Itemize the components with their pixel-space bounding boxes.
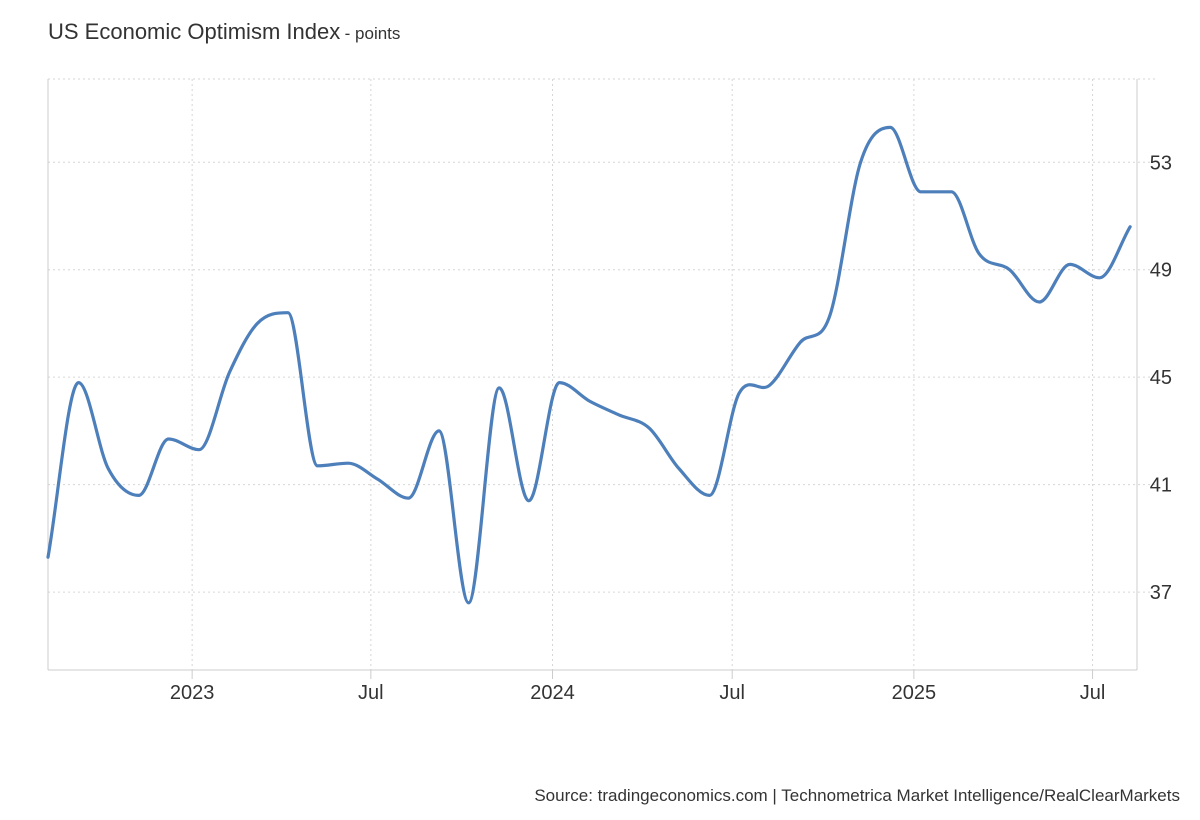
x-tick-label: Jul <box>719 682 745 704</box>
x-tick-label: 2025 <box>892 682 937 704</box>
chart-title: US Economic Optimism Index <box>48 19 341 44</box>
axis-layer <box>47 79 1138 679</box>
y-tick-label: 37 <box>1150 582 1172 604</box>
y-tick-label: 53 <box>1150 152 1172 174</box>
series-layer <box>46 125 1132 605</box>
x-tick-label: 2023 <box>170 682 215 704</box>
series-line <box>46 125 1132 605</box>
chart-unit: - points <box>344 24 401 43</box>
y-tick-label: 45 <box>1150 367 1172 389</box>
chart-header: US Economic Optimism Index - points <box>48 19 400 45</box>
y-tick-label: 41 <box>1150 475 1172 497</box>
x-tick-label: Jul <box>1080 682 1106 704</box>
x-tick-label: 2024 <box>530 682 575 704</box>
grid-layer <box>48 78 1157 670</box>
tick-label-layer: 37 41 45 49 53 2023 Jul 2024 Jul 2025 Jul <box>170 152 1172 704</box>
x-tick-label: Jul <box>358 682 384 704</box>
source-note: Source: tradingeconomics.com | Technomet… <box>534 786 1180 805</box>
y-tick-label: 49 <box>1150 260 1172 282</box>
